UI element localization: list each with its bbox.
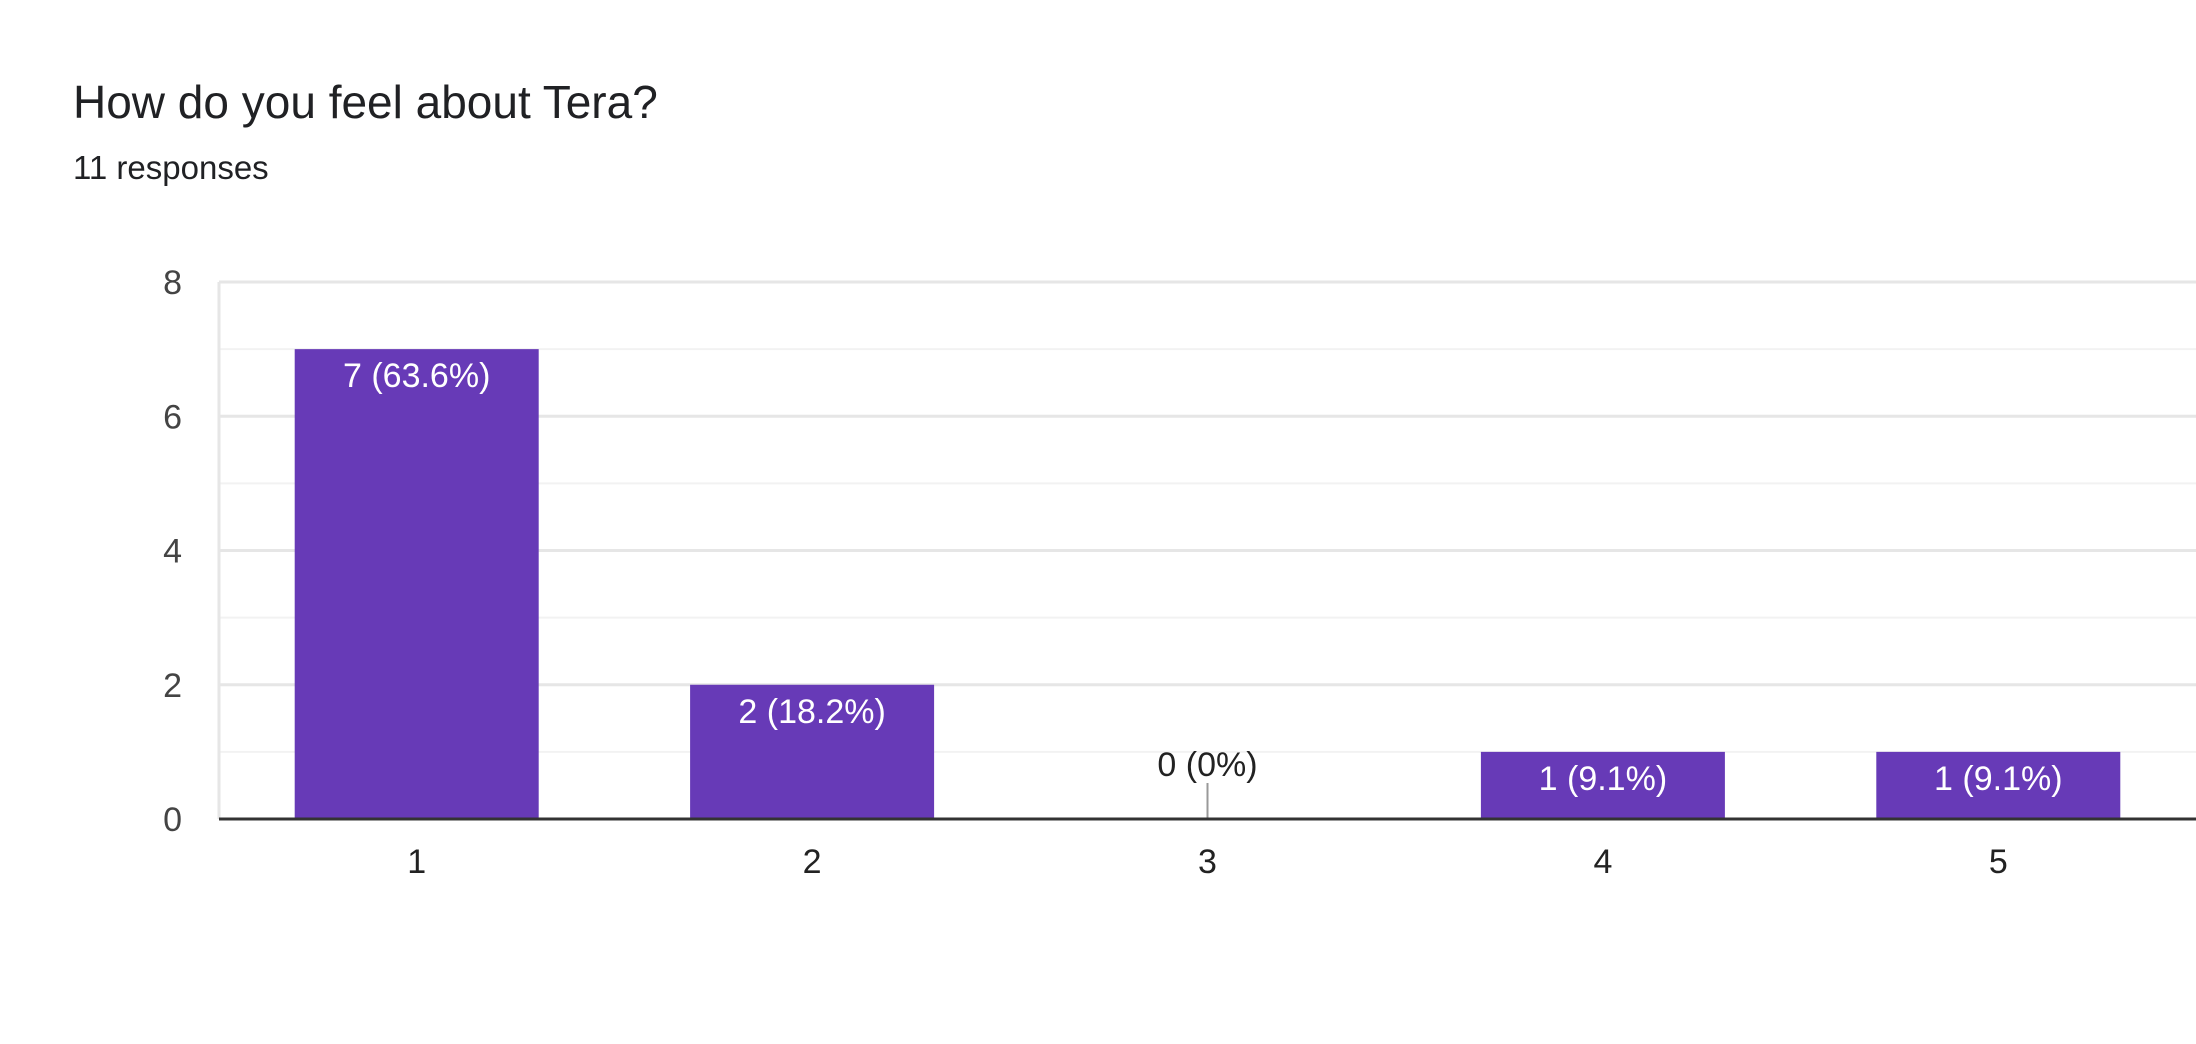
x-tick-label: 2	[803, 843, 822, 881]
question-title: How do you feel about Tera?	[73, 76, 658, 128]
x-tick-label: 3	[1198, 843, 1217, 881]
x-tick-label: 4	[1593, 843, 1612, 881]
data-label: 1 (9.1%)	[1934, 760, 2063, 798]
y-tick-label: 8	[163, 264, 182, 302]
y-tick-label: 6	[163, 398, 182, 436]
data-label: 7 (63.6%)	[343, 357, 490, 395]
x-tick-label: 5	[1989, 843, 2008, 881]
bar-5	[1876, 751, 2121, 819]
y-tick-label: 2	[163, 667, 182, 705]
x-tick-label: 1	[407, 843, 426, 881]
data-label: 2 (18.2%)	[738, 693, 885, 731]
y-tick-label: 0	[163, 801, 182, 839]
y-tick-label: 4	[163, 533, 182, 571]
bar-4	[1480, 751, 1725, 819]
response-count: 11 responses	[73, 149, 269, 186]
data-label: 0 (0%)	[1157, 746, 1257, 784]
bar-1	[294, 349, 539, 819]
bar-2	[690, 684, 935, 819]
data-label: 1 (9.1%)	[1539, 760, 1668, 798]
